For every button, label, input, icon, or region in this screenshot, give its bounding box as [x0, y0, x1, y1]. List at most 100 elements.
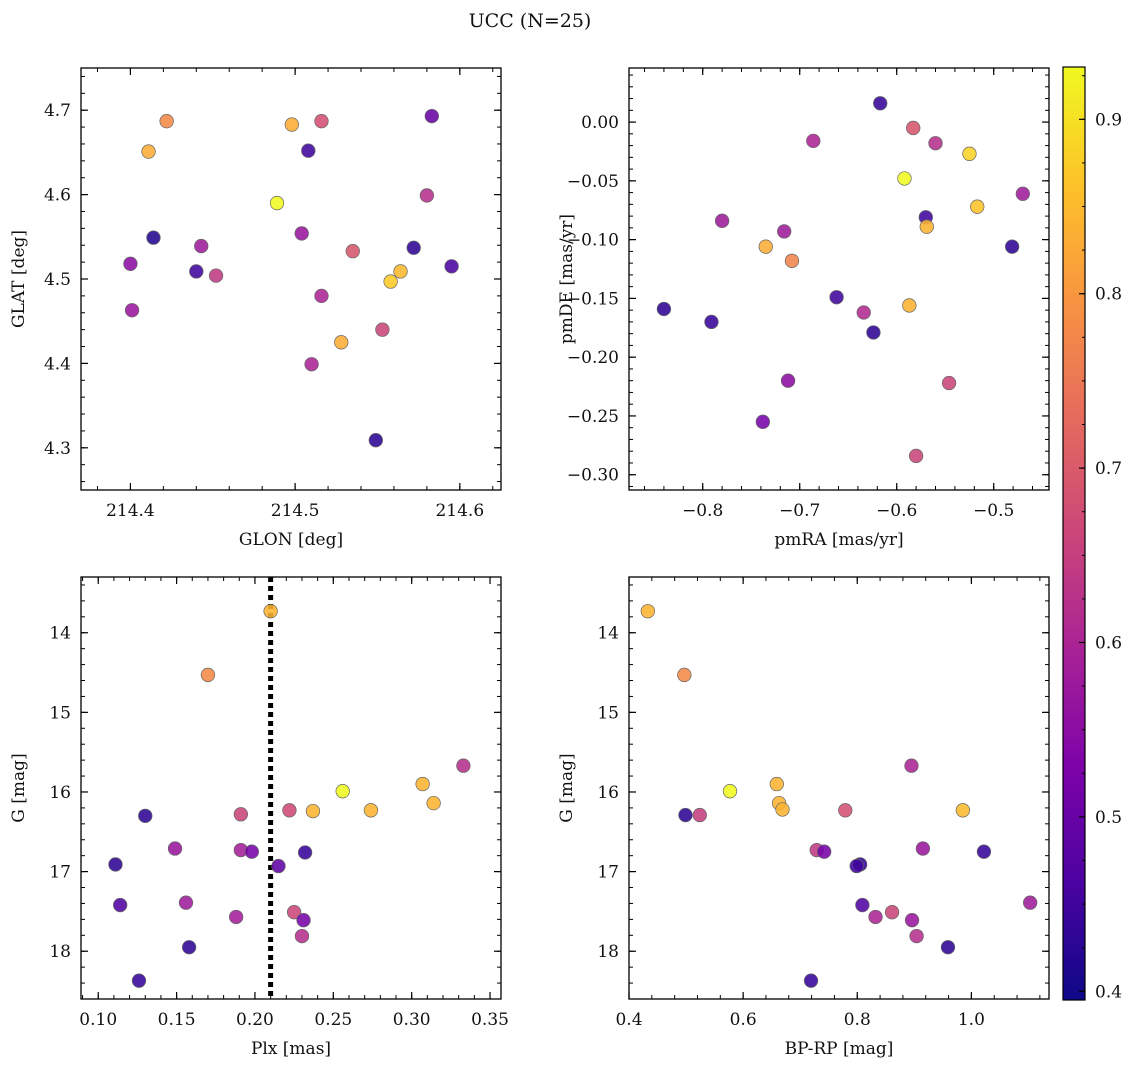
scatter-point — [906, 120, 921, 136]
scatter-point — [286, 905, 302, 920]
scatter-point — [884, 905, 900, 920]
scatter-point — [294, 226, 309, 241]
scatter-point — [1004, 239, 1020, 254]
scatter-point — [976, 844, 992, 859]
x-tick-label: 0.35 — [471, 1010, 509, 1030]
x-tick-label: 0.8 — [844, 1010, 871, 1030]
scatter-point — [444, 259, 459, 274]
scatter-point — [335, 784, 350, 799]
scatter-point — [334, 335, 349, 350]
colorbar-tick-label: 0.6 — [1095, 633, 1122, 653]
y-tick-label: 16 — [597, 783, 619, 803]
x-tick-label: 1.0 — [958, 1010, 985, 1030]
scatter-point — [146, 230, 161, 245]
scatter-point — [904, 758, 919, 773]
scatter-point — [194, 238, 209, 254]
x-tick-label: 0.20 — [236, 1010, 274, 1030]
scatter-point — [897, 171, 912, 186]
scatter-point — [244, 844, 259, 859]
scatter-point — [301, 143, 316, 158]
scatter-point — [678, 807, 693, 823]
x-tick-label: −0.5 — [973, 501, 1014, 521]
scatter-point — [940, 940, 956, 955]
x-axis-label: Plx [mas] — [251, 1039, 331, 1059]
scatter-point — [962, 146, 977, 161]
scatter-point — [722, 784, 738, 799]
scatter-point — [784, 253, 800, 268]
colorbar-tick-label: 0.5 — [1095, 808, 1122, 828]
scatter-point — [181, 940, 197, 955]
y-axis-label: G [mag] — [9, 753, 29, 822]
scatter-point — [167, 841, 183, 856]
y-tick-label: 0.00 — [581, 113, 619, 133]
x-tick-label: −0.7 — [779, 501, 820, 521]
scatter-point — [424, 108, 439, 124]
figure-title: UCC (N=25) — [469, 10, 592, 32]
x-tick-label: 214.4 — [106, 501, 155, 521]
y-axis-label: pmDE [mas/yr] — [557, 214, 577, 344]
scatter-point — [803, 973, 819, 988]
y-tick-label: −0.20 — [567, 348, 619, 368]
colorbar: 0.4 0.5 0.6 0.7 0.8 0.9 — [1062, 66, 1122, 1002]
scatter-point — [200, 667, 216, 683]
scatter-point — [297, 845, 313, 860]
colorbar-tick-label: 0.7 — [1095, 459, 1122, 479]
scatter-point — [908, 448, 924, 464]
x-axis-label: BP-RP [mag] — [785, 1039, 894, 1059]
x-axis-label: GLON [deg] — [239, 530, 343, 550]
x-axis-label: pmRA [mas/yr] — [774, 530, 903, 550]
scatter-point — [208, 268, 224, 283]
scatter-point — [677, 667, 692, 683]
y-tick-label: 15 — [597, 703, 619, 723]
scatter-point — [915, 841, 931, 856]
scatter-point — [263, 604, 278, 619]
scatter-point — [868, 909, 883, 925]
scatter-point — [806, 133, 821, 149]
colorbar-bar — [1062, 66, 1086, 1001]
colorbar-tick-label: 0.9 — [1095, 110, 1122, 130]
scatter-point — [775, 802, 790, 817]
scatter-point — [233, 807, 249, 822]
y-tick-label: −0.25 — [567, 407, 619, 427]
y-tick-label: 4.4 — [44, 354, 71, 374]
y-tick-label: −0.10 — [567, 231, 619, 251]
scatter-point — [189, 264, 204, 279]
scatter-point — [970, 199, 985, 214]
y-axis-label: GLAT [deg] — [9, 230, 29, 328]
scatter-point — [1023, 895, 1038, 910]
scatter-point — [714, 213, 730, 228]
scatter-point — [656, 301, 672, 317]
y-tick-label: 4.6 — [44, 186, 71, 206]
y-tick-label: −0.15 — [567, 289, 619, 309]
scatter-point — [838, 803, 853, 818]
scatter-point — [159, 114, 174, 129]
panel-1: 214.4 214.5 214.6 4.3 4.4 4.5 4.6 4.7 GLON [deg]… — [9, 67, 502, 550]
x-tick-label: 0.15 — [158, 1010, 196, 1030]
scatter-point — [941, 375, 957, 391]
axes-frame — [628, 67, 1050, 491]
scatter-point — [955, 803, 970, 818]
y-tick-label: 4.5 — [44, 270, 71, 290]
y-tick-label: −0.05 — [567, 172, 619, 192]
y-tick-label: 4.3 — [44, 439, 71, 459]
scatter-point — [383, 274, 398, 289]
scatter-point — [902, 298, 917, 313]
x-tick-label: 0.4 — [615, 1010, 642, 1030]
scatter-point — [284, 117, 299, 132]
panels: 214.4 214.5 214.6 4.3 4.4 4.5 4.6 4.7 GLON [deg]… — [9, 67, 1050, 1059]
scatter-point — [780, 373, 796, 388]
scatter-point — [640, 604, 655, 619]
scatter-point — [426, 795, 441, 811]
plot-area — [81, 577, 501, 999]
scatter-point — [393, 264, 408, 279]
scatter-point — [856, 305, 871, 320]
y-tick-label: 15 — [49, 703, 71, 723]
plot-area — [81, 68, 501, 490]
panel-3: 0.10 0.15 0.20 0.25 0.30 0.35 14 15 16 17 18 Plx [m… — [9, 576, 509, 1059]
scatter-point — [909, 928, 924, 944]
scatter-point — [406, 240, 421, 255]
scatter-point — [282, 803, 297, 818]
scatter-point — [919, 219, 934, 234]
y-tick-label: 17 — [597, 863, 619, 883]
